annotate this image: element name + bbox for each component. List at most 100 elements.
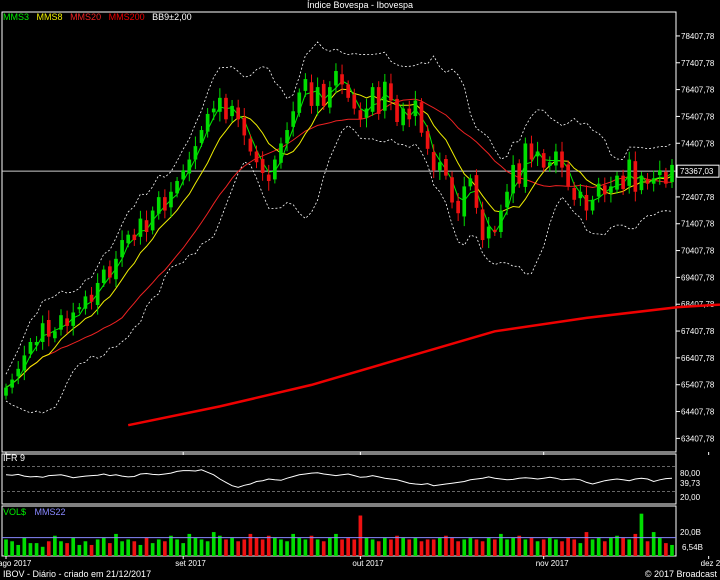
candle-body: [517, 163, 522, 184]
volume-last-value: 6,54B: [682, 542, 703, 553]
volume-bar: [211, 532, 216, 556]
y-tick-label: 72407,78: [681, 193, 715, 202]
candle-body: [389, 83, 393, 101]
candle-body: [505, 191, 509, 208]
candle-body: [108, 266, 112, 278]
volume-bar: [266, 535, 271, 556]
candle-body: [511, 164, 515, 194]
volume-bar: [492, 539, 497, 556]
volume-bar: [547, 537, 552, 556]
candle-body: [266, 174, 271, 182]
volume-bar: [578, 543, 583, 556]
volume-bar: [590, 539, 595, 556]
volume-bar: [285, 541, 289, 556]
price-plot-area: 78407,78 77407,78 76407,78 75407,78 74407,78…: [1, 11, 720, 455]
candle-body: [89, 294, 94, 302]
y-tick-label: 66407,78: [681, 354, 715, 363]
x-axis-label: dez 2017: [701, 559, 720, 568]
rsi-level-80: 80,00: [680, 469, 701, 478]
y-tick-label: 63407,78: [681, 434, 715, 443]
candle-body: [46, 320, 51, 337]
candle-body: [34, 342, 39, 346]
volume-bar: [657, 537, 662, 556]
volume-bar: [77, 544, 82, 556]
legend-mms3: MMS3: [3, 12, 30, 22]
volume-bar: [260, 539, 265, 556]
volume-bar: [511, 537, 515, 556]
candle-body: [450, 177, 454, 203]
candle-body: [126, 234, 131, 244]
candle-body: [657, 170, 662, 176]
candle-body: [535, 151, 540, 157]
candle-body: [602, 185, 607, 195]
volume-bar: [370, 539, 375, 556]
candle-body: [425, 131, 430, 149]
candle-body: [437, 162, 442, 171]
rsi-panel-border: [1, 453, 677, 505]
candle-body: [156, 197, 161, 214]
volume-level-20b: 20,0B: [680, 528, 701, 537]
volume-bar: [529, 537, 534, 556]
volume-title: VOL$: [3, 507, 27, 517]
last-price-label: 73367,03: [680, 167, 714, 176]
candle-body: [645, 178, 650, 184]
candle-body: [224, 97, 228, 120]
candle-body: [664, 171, 668, 184]
candle-body: [560, 151, 564, 168]
volume-bar: [138, 544, 143, 556]
volume-bar: [456, 541, 460, 556]
candle-body: [205, 113, 210, 132]
candle-body: [285, 130, 289, 144]
volume-bar: [291, 533, 296, 556]
candle-body: [572, 188, 577, 200]
volume-bar: [413, 537, 418, 556]
volume-bar: [627, 539, 632, 556]
x-axis-label: set 2017: [175, 559, 206, 568]
volume-bar: [401, 537, 405, 556]
volume-bar: [224, 539, 228, 556]
x-axis-label: out 2017: [352, 559, 384, 568]
volume-bar: [71, 537, 76, 556]
volume-bar: [602, 541, 607, 556]
volume-bar: [59, 541, 63, 556]
candle-body: [150, 210, 155, 231]
candle-body: [584, 194, 589, 211]
volume-bar: [572, 539, 577, 556]
candle-body: [468, 178, 473, 187]
candle-body: [554, 151, 558, 166]
mms20-line: [5, 98, 673, 389]
candle-body: [499, 210, 503, 232]
candle-body: [181, 170, 186, 180]
candle-body: [4, 387, 8, 396]
volume-bar: [65, 543, 69, 556]
volume-bar: [236, 541, 241, 556]
candle-body: [382, 81, 387, 111]
volume-bar: [517, 535, 522, 556]
volume-bar: [450, 537, 454, 556]
volume-bar: [645, 541, 650, 556]
volume-bar: [309, 535, 314, 556]
candle-body: [529, 143, 534, 160]
candle-body: [413, 100, 418, 117]
candle-body: [444, 159, 448, 176]
candle-body: [462, 186, 467, 217]
volume-bar: [395, 535, 399, 556]
candle-body: [615, 175, 619, 190]
candle-body: [566, 164, 570, 187]
last-price-box: [676, 164, 720, 178]
candle-body: [163, 197, 167, 211]
candle-body: [328, 87, 332, 108]
candle-body: [358, 110, 363, 120]
candle-body: [83, 296, 88, 309]
bollinger-lower: [5, 125, 673, 414]
footer-caption: IBOV - Diário - criado em 21/12/2017: [3, 569, 152, 579]
chart-title: Índice Bovespa - Ibovespa: [306, 0, 414, 10]
volume-bar: [132, 541, 137, 556]
volume-bar: [108, 543, 112, 556]
candle-body: [492, 229, 497, 232]
volume-avg-label: MMS22: [34, 507, 66, 517]
y-tick-label: 71407,78: [681, 220, 715, 229]
candle-body: [65, 318, 69, 326]
volume-bar: [126, 539, 131, 556]
